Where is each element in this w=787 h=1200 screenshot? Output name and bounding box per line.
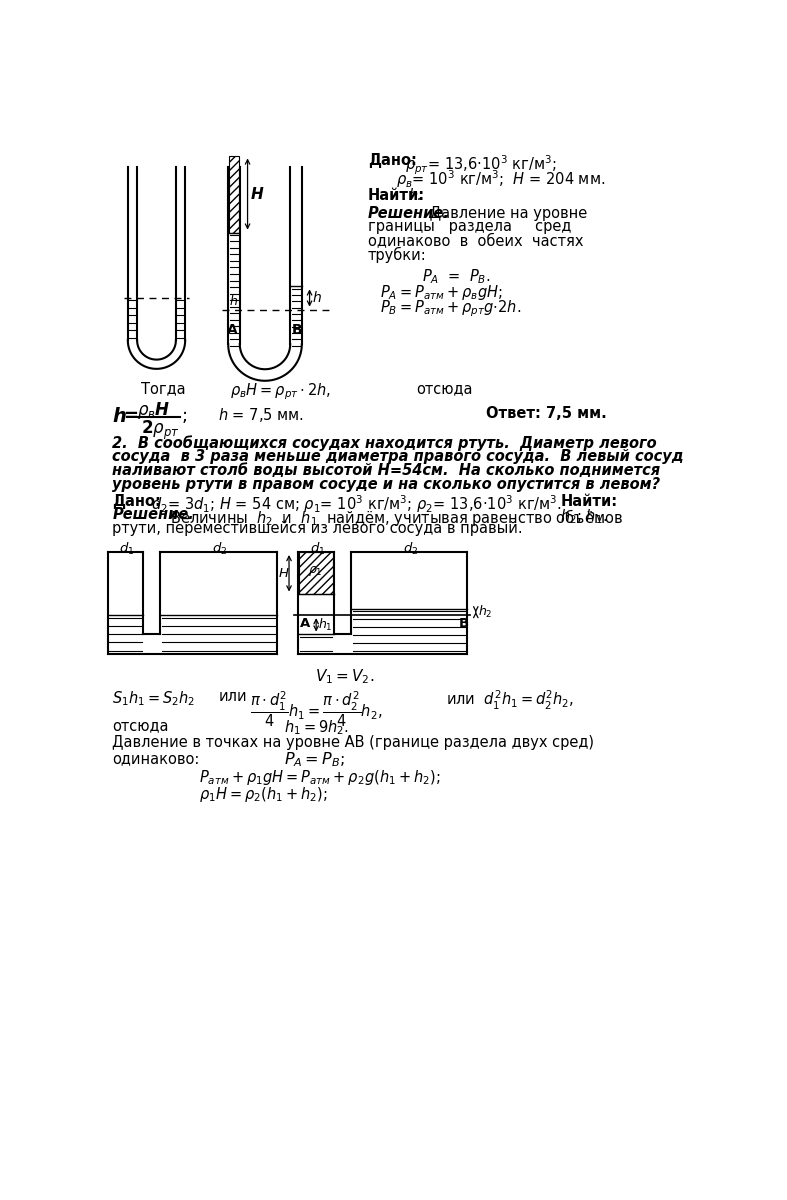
Text: Давление в точках на уровне AB (границе раздела двух сред): Давление в точках на уровне AB (границе …: [113, 736, 594, 750]
Text: Найти:: Найти:: [368, 188, 425, 203]
Text: 2.  В сообщающихся сосудах находится ртуть.  Диаметр левого: 2. В сообщающихся сосудах находится ртут…: [113, 436, 657, 451]
Text: уровень ртути в правом сосуде и на сколько опустится в левом?: уровень ртути в правом сосуде и на сколь…: [113, 476, 660, 492]
Text: B: B: [292, 324, 302, 337]
Bar: [299, 552, 333, 594]
Bar: [229, 156, 239, 233]
Text: Ответ: 7,5 мм.: Ответ: 7,5 мм.: [486, 406, 607, 421]
Text: $\boldsymbol{2\rho_{рт}}$: $\boldsymbol{2\rho_{рт}}$: [141, 419, 179, 442]
Text: H: H: [278, 566, 288, 580]
Text: h: h: [312, 290, 321, 305]
Text: $\rho_в$= 10$^3$ кг/м$^3$;  $H$ = 204 мм.: $\rho_в$= 10$^3$ кг/м$^3$; $H$ = 204 мм.: [396, 169, 605, 191]
Text: сосуда  в 3 раза меньше диаметра правого сосуда.  В левый сосуд: сосуда в 3 раза меньше диаметра правого …: [113, 449, 684, 464]
Text: $d_1$: $d_1$: [310, 540, 325, 557]
Text: $P_A = P_{атм} + \rho_вgH;$: $P_A = P_{атм} + \rho_вgH;$: [379, 282, 502, 301]
Text: H: H: [251, 186, 264, 202]
Text: наливают столб воды высотой H=54см.  На сколько поднимется: наливают столб воды высотой H=54см. На с…: [113, 463, 660, 478]
Text: $\boldsymbol{\rho_вH}$: $\boldsymbol{\rho_вH}$: [137, 400, 171, 421]
Text: $h_2$; $h_1$.: $h_2$; $h_1$.: [560, 508, 608, 526]
Text: трубки:: трубки:: [368, 247, 427, 263]
Text: $V_1 = V_2.$: $V_1 = V_2.$: [316, 667, 375, 686]
Text: $P_{атм} + \rho_1gH = P_{атм} + \rho_2g(h_1 + h_2);$: $P_{атм} + \rho_1gH = P_{атм} + \rho_2g(…: [199, 768, 441, 787]
Text: $h$ = 7,5 мм.: $h$ = 7,5 мм.: [219, 406, 305, 424]
Text: Тогда: Тогда: [141, 382, 186, 396]
Text: Решение.: Решение.: [368, 205, 450, 221]
Text: $\rho_1$: $\rho_1$: [309, 564, 323, 578]
Text: $d_1$: $d_1$: [120, 540, 135, 557]
Text: $\rho_вH = \rho_{рт} \cdot 2h,$: $\rho_вH = \rho_{рт} \cdot 2h,$: [230, 382, 331, 402]
Text: $d_2$: $d_2$: [403, 540, 418, 557]
Text: $P_B = P_{атм} + \rho_{рт}g{\cdot}2h.$: $P_B = P_{атм} + \rho_{рт}g{\cdot}2h.$: [379, 298, 521, 318]
Text: ;: ;: [182, 407, 188, 425]
Text: Дано:: Дано:: [113, 493, 161, 509]
Text: ртути, переместившейся из левого сосуда в правый.: ртути, переместившейся из левого сосуда …: [113, 521, 523, 536]
Text: или: или: [219, 689, 247, 704]
Text: A: A: [300, 617, 310, 630]
Text: границы   раздела     сред: границы раздела сред: [368, 220, 571, 234]
Text: Давление на уровне: Давление на уровне: [425, 205, 587, 221]
Text: h: h: [230, 295, 238, 308]
Text: $d_2$: $d_2$: [212, 540, 227, 557]
Text: одинаково  в  обеих  частях: одинаково в обеих частях: [368, 233, 584, 248]
Text: $d_2$= 3$d_1$; $H$ = 54 см; $\rho_1$= 10$^3$ кг/м$^3$; $\rho_2$= 13,6·10$^3$ кг/: $d_2$= 3$d_1$; $H$ = 54 см; $\rho_1$= 10…: [151, 493, 562, 515]
Text: $h_1$: $h_1$: [319, 617, 333, 632]
Text: или  $d_1^2 h_1 = d_2^2 h_2,$: или $d_1^2 h_1 = d_2^2 h_2,$: [445, 689, 574, 713]
Text: Дано:: Дано:: [368, 154, 417, 168]
Text: =: =: [124, 407, 139, 425]
Text: Решение.: Решение.: [113, 508, 194, 522]
Text: одинаково:: одинаково:: [113, 751, 200, 766]
Text: $h_1 = 9 h_2.$: $h_1 = 9 h_2.$: [284, 719, 349, 737]
Text: B: B: [459, 617, 469, 630]
Text: $\rho_1H = \rho_2(h_1 + h_2);$: $\rho_1H = \rho_2(h_1 + h_2);$: [199, 785, 327, 804]
Text: h.: h.: [408, 188, 423, 203]
Text: $\dfrac{\pi \cdot d_1^2}{4}h_1 = \dfrac{\pi \cdot d_2^2}{4}h_2,$: $\dfrac{\pi \cdot d_1^2}{4}h_1 = \dfrac{…: [249, 689, 382, 728]
Text: отсюда: отсюда: [113, 719, 169, 733]
Text: $P_A$  =  $P_B.$: $P_A$ = $P_B.$: [423, 268, 491, 286]
Text: Найти:: Найти:: [560, 493, 617, 509]
Text: Величины  $h_2$  и  $h_1$  найдём, учитывая равенство объёмов: Величины $h_2$ и $h_1$ найдём, учитывая …: [170, 508, 623, 528]
Text: $\rho_{рт}$= 13,6·10$^3$ кг/м$^3$;: $\rho_{рт}$= 13,6·10$^3$ кг/м$^3$;: [405, 154, 557, 176]
Text: $S_1h_1 = S_2h_2$: $S_1h_1 = S_2h_2$: [113, 689, 196, 708]
Text: $P_A = P_B;$: $P_A = P_B;$: [284, 751, 345, 769]
Text: $\boldsymbol{h}$: $\boldsymbol{h}$: [113, 407, 127, 426]
Text: A: A: [227, 324, 238, 337]
Text: $h_2$: $h_2$: [478, 604, 493, 620]
Text: отсюда: отсюда: [416, 382, 473, 396]
